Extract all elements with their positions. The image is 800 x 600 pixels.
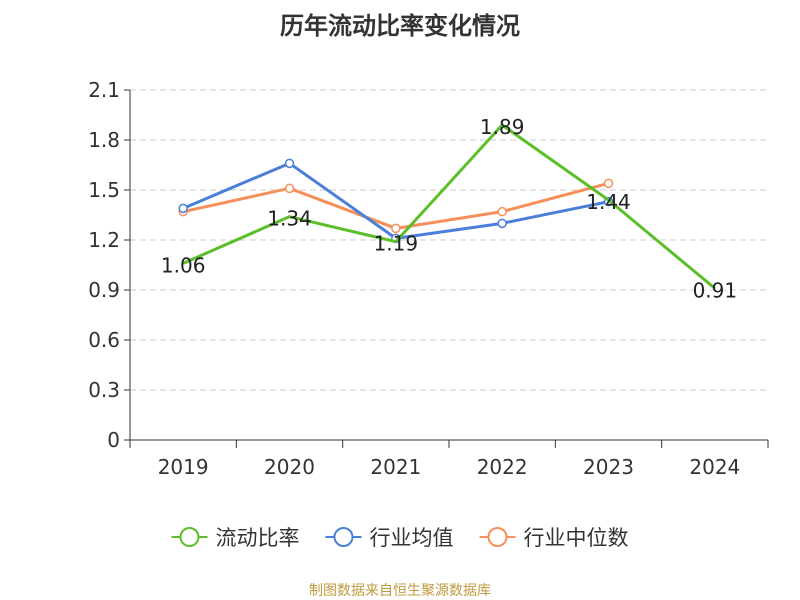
data-label: 1.89 [480,115,525,139]
y-tick-label: 0.6 [88,328,120,352]
y-tick-label: 0.9 [88,278,120,302]
data-point [284,183,295,194]
legend-label: 流动比率 [216,526,300,550]
data-point [391,223,401,234]
legend-marker [487,527,508,547]
source-note: 制图数据来自恒生聚源数据库 [309,583,491,599]
legend-label: 行业均值 [370,526,454,550]
y-tick-label: 0.3 [88,378,120,402]
data-point [497,206,507,217]
x-tick-label: 2023 [583,455,634,479]
x-tick-label: 2021 [370,455,421,479]
y-tick-label: 0 [107,428,120,452]
series-line [182,123,716,290]
data-label: 0.91 [693,278,738,302]
data-label: 1.34 [267,207,312,231]
legend-marker [179,527,200,547]
data-label: 1.44 [586,190,631,214]
data-point [284,158,295,169]
y-tick-label: 1.5 [88,178,120,202]
data-point [178,203,188,214]
legend-marker [333,527,354,547]
x-tick-label: 2022 [477,455,528,479]
x-tick-label: 2020 [264,455,315,479]
x-tick-label: 2024 [689,455,740,479]
data-point [497,218,507,229]
data-label: 1.19 [374,232,419,256]
data-label: 1.06 [161,253,206,277]
y-tick-label: 1.8 [88,128,120,152]
y-tick-label: 2.1 [88,78,120,102]
legend-label: 行业中位数 [524,526,629,550]
chart-title: 历年流动比率变化情况 [280,12,520,40]
y-tick-label: 1.2 [88,228,120,252]
x-tick-label: 2019 [158,455,209,479]
data-point [603,178,614,189]
